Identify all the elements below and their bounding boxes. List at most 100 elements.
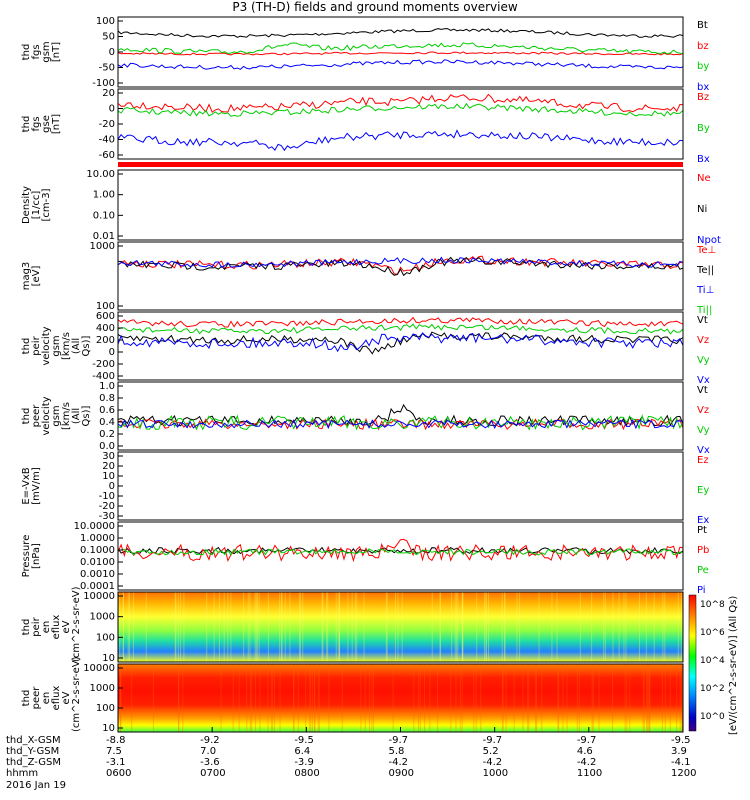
panel-frame [117, 169, 684, 241]
series-trace [117, 93, 684, 113]
legend-entry: Pi [697, 585, 706, 596]
ephem-z: -3.1 [106, 757, 126, 768]
legend-entry: Vz [697, 405, 710, 416]
y-tick-label: 1000 [90, 241, 115, 252]
y-tick-label: -20 [99, 501, 115, 512]
ephem-x: -9.7 [388, 735, 409, 746]
time-tick-label: 0700 [200, 768, 226, 779]
y-tick-label: 0 [109, 347, 115, 358]
y-tick-label: 10 [102, 471, 115, 482]
colorbar-tick-label: 10^6 [700, 628, 725, 638]
colorbar-tick-label: 10^4 [700, 656, 725, 666]
y-tick-label: -30 [99, 511, 115, 522]
series-trace [117, 331, 684, 355]
legend-entry: Pe [697, 565, 709, 576]
y-tick-label: 0.4 [99, 417, 115, 428]
legend-entry: Te⊥ [697, 245, 717, 256]
panel-1: 100 50 0 -50 -100 [92, 16, 684, 89]
legend-entry: Ni [697, 204, 708, 215]
legend-entry: By [697, 123, 710, 134]
series-trace [117, 129, 684, 152]
series-trace [117, 332, 684, 353]
colorbar-tick-label: 10^0 [700, 712, 725, 722]
y-tick-label: 100 [96, 301, 115, 312]
legend-entry: Pb [697, 545, 710, 556]
time-tick-label: 1200 [671, 768, 697, 779]
legend-entry: Bt [697, 20, 708, 31]
time-tick-label: 0900 [388, 768, 414, 779]
series-trace [117, 316, 684, 328]
y-tick-label: 10 [102, 723, 115, 734]
y-tick-label: -10 [99, 491, 115, 502]
series-trace [117, 548, 684, 556]
ephem-y: 7.0 [200, 746, 217, 757]
panel-frame [117, 591, 684, 663]
ephem-y: 3.9 [671, 746, 687, 757]
ephem-x: -9.5 [671, 735, 691, 746]
y-tick-label: -400 [92, 371, 115, 382]
panel-frame [117, 521, 684, 591]
panel-frame [117, 311, 684, 381]
panel-ylabel-8: Pressure [nPa] [21, 534, 42, 578]
legend-entry: Bx [697, 154, 710, 165]
y-tick-label: 10 [102, 653, 115, 664]
legend-entry: Vy [697, 425, 710, 436]
y-tick-label: 600 [96, 311, 115, 322]
y-tick-label: 400 [96, 323, 115, 334]
y-tick-label: 0.1000 [80, 545, 115, 556]
y-tick-label: 0.0001 [80, 581, 115, 592]
y-tick-label: 0 [109, 47, 115, 58]
ephem-x: -9.5 [294, 735, 314, 746]
y-tick-label: -20 [99, 119, 115, 130]
legend-entry: Ez [697, 455, 709, 466]
ephem-x: -8.8 [106, 735, 126, 746]
panel-frame [117, 381, 684, 451]
series-trace [117, 256, 684, 268]
legend-entry: Pt [697, 525, 707, 536]
panel-4: 1000 100 [90, 241, 684, 312]
panel-3: 10.00 1.00 0.10 0.01 [86, 169, 684, 242]
legend-entry: Vt [697, 385, 708, 396]
legend-entry: bz [697, 40, 709, 52]
legend-entry: Ne [697, 173, 711, 184]
panel-ylabel-6: thd peer velocity gsm [km/s (All Qs)] [21, 396, 92, 436]
panel-ylabel-7: E=-VxB [mV/m] [21, 467, 42, 505]
y-tick-label: 0.0100 [80, 557, 115, 568]
panel-frame [117, 16, 684, 88]
series-trace [117, 42, 684, 55]
series-trace [117, 59, 684, 70]
legend-entry: bx [697, 82, 710, 93]
y-tick-label: 1.0000 [80, 533, 115, 544]
y-tick-label: 10.0000 [74, 521, 115, 532]
legend-entry: Ex [697, 515, 710, 526]
panel-2: 20 0 -20 -40 -60 [99, 88, 684, 161]
panel-ylabel-4: mag3 [eV] [21, 261, 42, 291]
ephem-y: 6.4 [294, 746, 311, 757]
y-tick-label: -40 [99, 135, 115, 146]
y-tick-label: 0 [109, 481, 115, 492]
ephem-y: 4.6 [576, 746, 593, 757]
colorbar-tick-label: 10^2 [700, 684, 725, 694]
y-tick-label: 1000 [90, 683, 115, 694]
y-tick-label: 20 [102, 461, 115, 472]
y-tick-label: -50 [99, 63, 115, 74]
panel-ylabel-2: thd fgs gse [nT] [21, 113, 62, 135]
legend-entry: Vx [697, 445, 710, 456]
y-tick-label: 0.10 [93, 210, 115, 221]
series-trace [117, 323, 684, 335]
ephem-z: -4.1 [671, 757, 691, 768]
date-label: 2016 Jan 19 [6, 780, 66, 791]
spectrogram [118, 592, 683, 662]
y-tick-label: 10000 [83, 591, 115, 602]
y-tick-label: 0.6 [99, 405, 115, 416]
legend-entry: Vz [697, 335, 710, 346]
series-trace [117, 414, 684, 431]
colorbar [688, 594, 697, 732]
ephem-x: -9.7 [482, 735, 503, 746]
legend-entry: Vt [697, 315, 708, 326]
y-tick-label: 10000 [83, 663, 115, 674]
y-tick-label: 30 [102, 451, 115, 462]
y-tick-label: 10.00 [86, 169, 115, 180]
ephem-row-label: thd_Y-GSM [6, 746, 60, 757]
